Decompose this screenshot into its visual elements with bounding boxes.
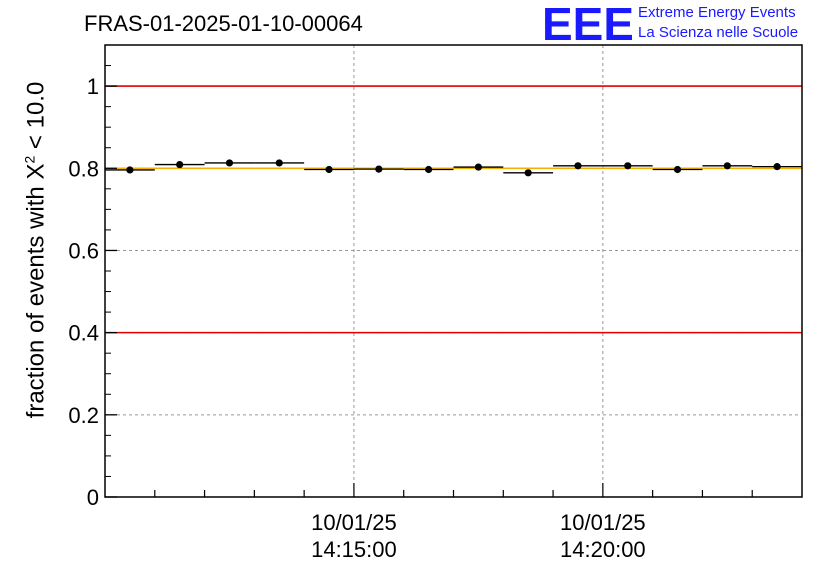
eee-logo-text: Extreme Energy Events La Scienza nelle S… [638, 3, 798, 43]
data-point [723, 162, 731, 170]
data-point [624, 162, 632, 170]
y-tick-label: 0.2 [68, 403, 99, 428]
ylabel-prefix: fraction of events with [22, 179, 50, 419]
eee-logo: EEE Extreme Energy Events La Scienza nel… [540, 2, 798, 44]
data-point [126, 166, 134, 174]
y-axis-label: fraction of events with X2 < 10.0 [22, 82, 51, 419]
x-tick-label-time: 14:15:00 [311, 537, 397, 562]
grid-lines [105, 45, 802, 497]
logo-line-2: La Scienza nelle Scuole [638, 24, 799, 41]
y-tick-label: 0 [87, 485, 99, 510]
data-point [275, 159, 283, 167]
data-point [474, 163, 482, 171]
data-point [375, 165, 383, 173]
x-tick-label-date: 10/01/25 [311, 510, 397, 535]
y-tick-label: 1 [87, 74, 99, 99]
eee-logo-letters: EEE [542, 2, 632, 44]
ylabel-suffix: < 10.0 [22, 81, 50, 156]
y-axis: 0 0.2 0.4 0.6 0.8 1 [68, 65, 117, 510]
data-point [524, 169, 532, 177]
logo-line-1: Extreme Energy Events [638, 4, 796, 21]
plot-frame [104, 44, 803, 498]
y-tick-label: 0.4 [68, 321, 99, 346]
x-tick-label-date: 10/01/25 [560, 510, 646, 535]
y-tick-label: 0.6 [68, 238, 99, 263]
data-point [574, 162, 582, 170]
data-point [225, 159, 234, 167]
data-point [673, 165, 682, 174]
ylabel-symbol: X [22, 163, 50, 180]
data-point [425, 165, 433, 174]
data-point [325, 165, 333, 174]
x-tick-label-time: 14:20:00 [560, 537, 646, 562]
reference-lines [105, 85, 802, 334]
y-tick-label: 0.8 [68, 156, 99, 181]
data-point [773, 163, 781, 171]
ylabel-exponent: 2 [21, 155, 38, 164]
eee-logo-mark: EEE [542, 2, 632, 44]
data-points [105, 159, 802, 177]
data-point [176, 160, 184, 169]
chart-title: FRAS-01-2025-01-10-00064 [84, 11, 363, 36]
